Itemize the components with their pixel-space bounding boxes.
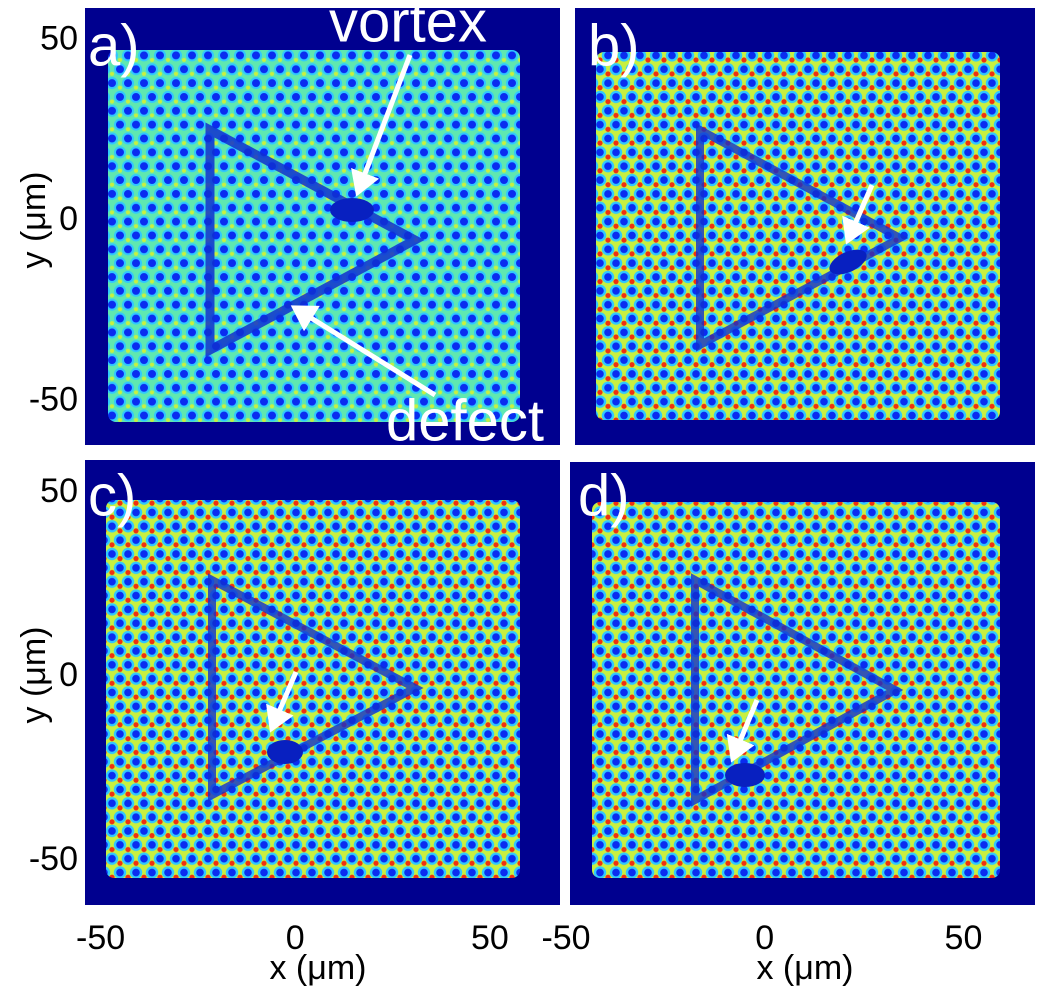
x-tick-label: 0 (755, 919, 774, 957)
y-tick-label: -50 (29, 381, 78, 419)
vortex-core (267, 740, 303, 764)
vortex-core (330, 198, 374, 222)
y-tick-label: 0 (59, 200, 78, 238)
y-tick-label: 50 (40, 19, 78, 57)
y-axis-label: y (μm) (15, 171, 53, 268)
x-tick-label: 50 (471, 919, 509, 957)
vortex-core (725, 763, 765, 787)
x-axis-label: x (μm) (269, 949, 366, 987)
panel-d: d) (570, 462, 1035, 905)
panel-c: c) (85, 460, 560, 905)
y-tick-label: -50 (29, 840, 78, 878)
x-tick-label: -50 (541, 919, 590, 957)
defect-arrow (290, 305, 437, 398)
panel-label: c) (88, 463, 136, 528)
annotation: defect (386, 388, 544, 453)
panel-label: d) (578, 463, 630, 528)
lattice (106, 500, 520, 878)
vortex-arrow (842, 184, 875, 245)
lattice (108, 50, 520, 422)
defect-triangle (696, 123, 909, 352)
panel-label: a) (88, 13, 140, 78)
panel-a: a) vortex defect (85, 0, 560, 453)
x-tick-label: 50 (945, 919, 983, 957)
defect-triangle (208, 573, 424, 802)
defect-triangle (691, 573, 904, 807)
defect-triangle (205, 122, 425, 358)
x-axis-label: x (μm) (756, 949, 853, 987)
lattice (596, 52, 1000, 420)
vortex-core (829, 249, 867, 275)
vortex-arrow (351, 54, 413, 197)
y-tick-label: 50 (40, 472, 78, 510)
vortex-arrow (266, 671, 299, 733)
x-tick-label: 0 (286, 919, 305, 957)
annotation: vortex (329, 0, 487, 54)
y-axis-label: y (μm) (15, 626, 53, 723)
vortex-arrow (726, 699, 760, 763)
panel-label: b) (588, 13, 640, 78)
lattice (592, 502, 1000, 878)
y-tick-label: 0 (59, 656, 78, 694)
panel-b: b) (575, 8, 1035, 445)
x-tick-label: -50 (76, 919, 125, 957)
